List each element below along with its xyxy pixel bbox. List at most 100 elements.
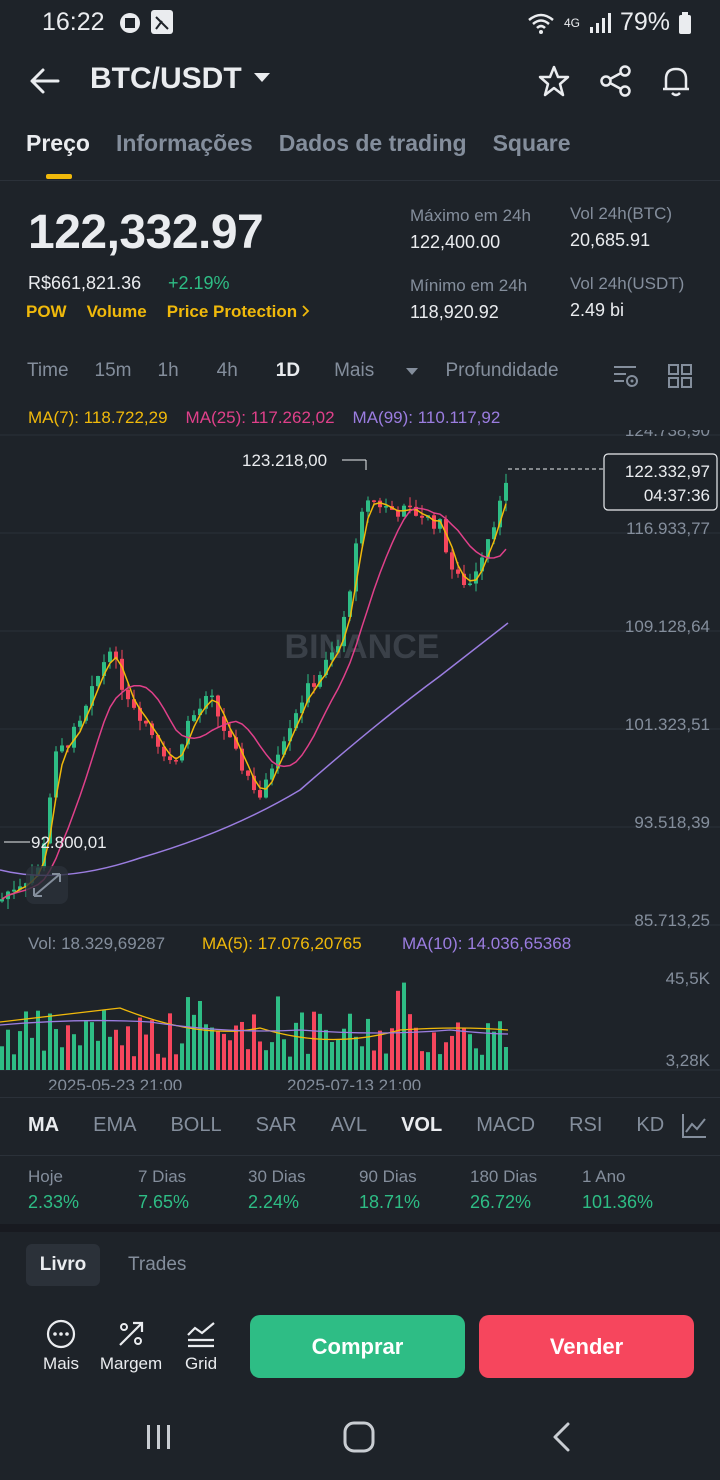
perf-7d-value: 7.65% bbox=[138, 1192, 190, 1212]
tab-square[interactable]: Square bbox=[492, 130, 571, 156]
tag-pow[interactable]: POW bbox=[26, 302, 67, 321]
volume-bar bbox=[204, 1024, 208, 1070]
ind-ma[interactable]: MA bbox=[28, 1114, 60, 1136]
tf-depth[interactable]: Profundidade bbox=[445, 360, 559, 381]
grid-layout-icon[interactable] bbox=[667, 363, 693, 389]
volume-bar bbox=[198, 1000, 202, 1070]
volume-bar bbox=[354, 1036, 358, 1070]
nav-back-icon[interactable] bbox=[550, 1421, 574, 1453]
candlestick-chart[interactable]: BINANCE 124.738,90 116.933,77 109.128,64 10… bbox=[0, 430, 720, 1090]
tab-trades[interactable]: Trades bbox=[128, 1254, 187, 1275]
expand-chart-button[interactable] bbox=[26, 866, 68, 904]
volume-bar bbox=[390, 1028, 394, 1070]
tf-more[interactable]: Mais bbox=[334, 360, 419, 394]
recents-icon[interactable] bbox=[145, 1422, 173, 1452]
candle-body bbox=[156, 735, 160, 747]
chart-settings-icon[interactable] bbox=[612, 362, 640, 390]
section-separator bbox=[0, 1224, 720, 1232]
candle-body bbox=[288, 728, 292, 742]
tf-1h[interactable]: 1h bbox=[157, 360, 179, 381]
volume-bar bbox=[270, 1042, 274, 1070]
volume-bar bbox=[12, 1054, 16, 1070]
share-icon[interactable] bbox=[599, 64, 633, 98]
volume-bar bbox=[30, 1037, 34, 1070]
candle-body bbox=[300, 702, 304, 714]
volume-bar bbox=[240, 1021, 244, 1070]
ind-sar[interactable]: SAR bbox=[255, 1114, 297, 1136]
fiat-price: R$661,821.36 bbox=[28, 273, 142, 293]
tf-1d[interactable]: 1D bbox=[275, 360, 301, 381]
perf-90d-value: 18.71% bbox=[359, 1192, 421, 1212]
candle-body bbox=[330, 652, 334, 660]
volume-bar bbox=[216, 1031, 220, 1070]
back-arrow-icon[interactable] bbox=[28, 64, 62, 98]
tf-4h[interactable]: 4h bbox=[216, 360, 238, 381]
volume-bar bbox=[66, 1025, 70, 1070]
more-button[interactable]: Mais bbox=[26, 1318, 96, 1374]
candle-body bbox=[414, 506, 418, 516]
perf-180d-label: 180 Dias bbox=[470, 1167, 538, 1186]
tag-price-protection[interactable]: Price Protection bbox=[167, 302, 310, 322]
stat-high: Máximo em 24h 122,400.00 bbox=[410, 206, 531, 253]
ind-avl[interactable]: AVL bbox=[330, 1114, 368, 1136]
volume-bar bbox=[42, 1050, 46, 1070]
tag-row: POW Volume Price Protection bbox=[26, 302, 310, 322]
more-label: Mais bbox=[43, 1354, 79, 1373]
ind-ema[interactable]: EMA bbox=[93, 1114, 137, 1136]
ma99-value: MA(99): 110.117,92 bbox=[352, 408, 501, 427]
ind-boll[interactable]: BOLL bbox=[170, 1114, 222, 1136]
home-icon[interactable] bbox=[342, 1420, 376, 1454]
volume-bar bbox=[0, 1046, 4, 1070]
indicator-settings-icon[interactable] bbox=[680, 1112, 708, 1140]
candle-body bbox=[18, 886, 22, 890]
star-icon[interactable] bbox=[537, 64, 571, 98]
indicator-tabs: MA EMA BOLL SAR AVL VOL MACD RSI KD bbox=[28, 1114, 698, 1137]
chevron-down-icon[interactable] bbox=[253, 72, 271, 84]
perf-90d: 90 Dias 18.71% bbox=[359, 1167, 420, 1213]
tab-order-book[interactable]: Livro bbox=[26, 1244, 100, 1286]
candle-body bbox=[102, 662, 106, 677]
ind-vol[interactable]: VOL bbox=[401, 1114, 443, 1136]
candle-body bbox=[12, 889, 16, 892]
margin-icon bbox=[119, 1321, 144, 1346]
active-tab-indicator bbox=[46, 174, 72, 179]
candle-body bbox=[282, 741, 286, 755]
battery-icon bbox=[679, 11, 691, 34]
tf-15m[interactable]: 15m bbox=[94, 360, 132, 381]
tab-trading-data[interactable]: Dados de trading bbox=[278, 130, 467, 156]
ind-macd[interactable]: MACD bbox=[476, 1114, 536, 1136]
candle-body bbox=[222, 716, 226, 731]
candle-body bbox=[270, 768, 274, 780]
candle-body bbox=[42, 843, 46, 868]
volume-tick-high: 45,5K bbox=[666, 969, 711, 988]
candle-body bbox=[0, 899, 4, 902]
volume-bar bbox=[468, 1034, 472, 1070]
sell-button[interactable]: Vender bbox=[479, 1315, 694, 1378]
tab-info[interactable]: Informações bbox=[115, 130, 253, 156]
margin-button[interactable]: Margem bbox=[96, 1318, 166, 1374]
pair-title[interactable]: BTC/USDT bbox=[90, 62, 242, 95]
watermark: BINANCE bbox=[285, 628, 440, 666]
tab-price[interactable]: Preço bbox=[26, 130, 90, 156]
volume-bar bbox=[228, 1040, 232, 1070]
volume-bar bbox=[120, 1045, 124, 1070]
bell-icon[interactable] bbox=[659, 64, 693, 98]
grid-button[interactable]: Grid bbox=[166, 1318, 236, 1374]
candle-body bbox=[180, 744, 184, 761]
ind-rsi[interactable]: RSI bbox=[569, 1114, 603, 1136]
candle-body bbox=[258, 790, 262, 798]
volume-bar bbox=[252, 1014, 256, 1070]
tag-volume[interactable]: Volume bbox=[86, 302, 147, 321]
ma99-line bbox=[0, 622, 509, 877]
tf-time[interactable]: Time bbox=[27, 360, 69, 381]
volume-bar bbox=[108, 1036, 112, 1070]
volume-bar bbox=[96, 1040, 100, 1070]
candle-body bbox=[306, 683, 310, 703]
chevron-right-icon bbox=[302, 305, 310, 317]
buy-button[interactable]: Comprar bbox=[250, 1315, 465, 1378]
stat-low: Mínimo em 24h 118,920.92 bbox=[410, 276, 527, 323]
ind-kd[interactable]: KD bbox=[636, 1114, 665, 1136]
volume-bar bbox=[258, 1041, 262, 1070]
volume-bar bbox=[210, 1027, 214, 1070]
volume-bar bbox=[246, 1049, 250, 1070]
